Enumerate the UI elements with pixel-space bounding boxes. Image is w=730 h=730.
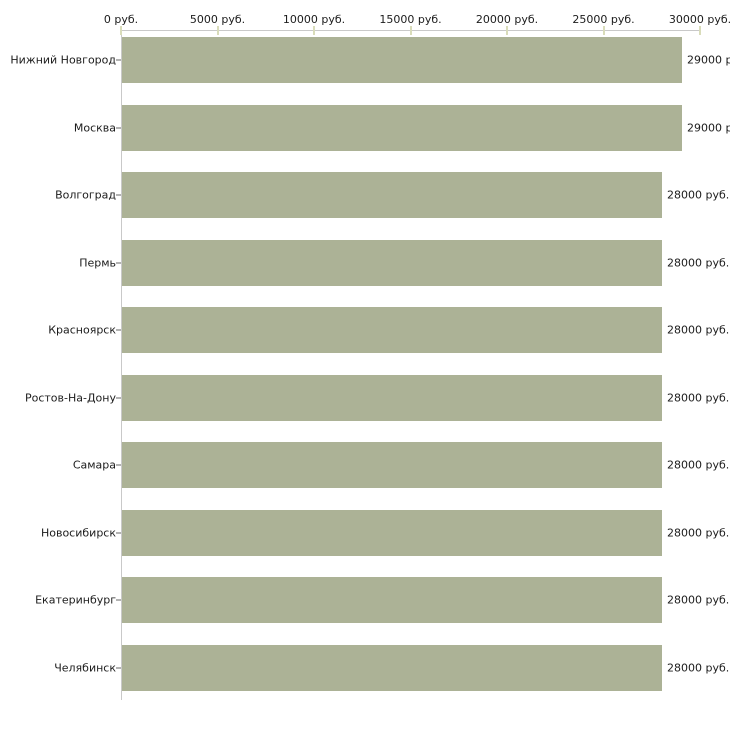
value-label: 29000 руб. xyxy=(687,121,730,134)
bar xyxy=(122,509,662,556)
value-label: 28000 руб. xyxy=(667,458,730,472)
value-label: 28000 руб. xyxy=(667,256,730,269)
value-label: 28000 руб. xyxy=(667,188,730,202)
y-axis-tick-mark xyxy=(116,59,121,61)
bar xyxy=(122,374,662,421)
category-label: Москва xyxy=(73,121,116,134)
category-label: Челябинск xyxy=(54,661,116,674)
value-label: 28000 руб. xyxy=(667,526,730,539)
value-label: 29000 руб. xyxy=(687,53,730,67)
x-axis-tick-label: 10000 руб. xyxy=(282,13,346,26)
bar xyxy=(122,307,662,353)
y-axis-tick-mark xyxy=(116,599,121,601)
x-axis-tick-mark xyxy=(602,26,605,35)
x-axis-tick-label: 25000 руб. xyxy=(572,13,635,26)
bar xyxy=(122,104,682,151)
y-axis-tick-mark xyxy=(116,464,121,466)
x-axis-tick-label: 5000 руб. xyxy=(189,13,246,26)
value-label: 28000 руб. xyxy=(667,323,730,337)
x-axis-tick-mark xyxy=(409,26,412,35)
x-axis-tick-mark xyxy=(313,26,315,35)
y-axis-tick-mark xyxy=(116,126,121,129)
y-axis-tick-mark xyxy=(116,396,121,399)
category-label: Пермь xyxy=(79,256,116,269)
x-axis-tick-label: 15000 руб. xyxy=(379,13,442,26)
x-axis-tick-mark xyxy=(216,26,219,35)
bar xyxy=(122,239,662,286)
x-axis-tick-mark xyxy=(699,26,701,35)
x-axis-tick-label: 0 руб. xyxy=(103,13,139,26)
y-axis-line xyxy=(121,30,122,700)
category-label: Ростов-На-Дону xyxy=(24,391,116,404)
y-axis-tick-mark xyxy=(116,666,121,669)
value-label: 28000 руб. xyxy=(667,593,730,607)
y-axis-tick-mark xyxy=(116,329,121,331)
x-axis-tick-mark xyxy=(120,26,122,35)
y-axis-tick-mark xyxy=(116,531,121,534)
value-label: 28000 руб. xyxy=(667,661,730,674)
y-axis-tick-mark xyxy=(116,261,121,264)
x-axis-tick-label: 20000 руб. xyxy=(475,13,539,26)
category-label: Самара xyxy=(72,458,116,472)
bar xyxy=(122,644,662,691)
bar xyxy=(122,172,662,218)
value-label: 28000 руб. xyxy=(667,391,730,404)
y-axis-tick-mark xyxy=(116,194,121,196)
bar xyxy=(122,577,662,623)
category-label: Новосибирск xyxy=(40,526,116,539)
bar xyxy=(122,442,662,488)
category-label: Нижний Новгород xyxy=(10,53,116,67)
category-label: Екатеринбург xyxy=(35,593,116,607)
category-label: Волгоград xyxy=(55,188,116,202)
bar xyxy=(122,37,682,83)
x-axis-tick-mark xyxy=(506,26,508,35)
category-label: Красноярск xyxy=(48,323,116,337)
x-axis-tick-label: 30000 руб. xyxy=(668,13,730,26)
